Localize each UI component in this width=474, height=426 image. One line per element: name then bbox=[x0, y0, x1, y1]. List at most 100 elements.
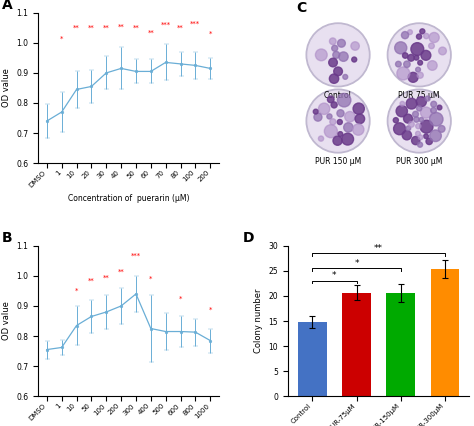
Circle shape bbox=[331, 102, 337, 108]
Circle shape bbox=[330, 119, 336, 125]
Circle shape bbox=[411, 43, 424, 55]
Circle shape bbox=[343, 75, 348, 79]
Circle shape bbox=[408, 72, 418, 82]
Text: *: * bbox=[149, 276, 153, 282]
Circle shape bbox=[333, 52, 340, 58]
Text: *: * bbox=[332, 271, 337, 280]
Circle shape bbox=[393, 123, 406, 135]
Circle shape bbox=[424, 33, 429, 39]
Bar bbox=[342, 293, 371, 396]
Text: A: A bbox=[2, 0, 12, 12]
Circle shape bbox=[404, 61, 410, 67]
Circle shape bbox=[437, 105, 442, 110]
Circle shape bbox=[419, 118, 424, 122]
Circle shape bbox=[338, 132, 343, 136]
Circle shape bbox=[334, 67, 342, 76]
Circle shape bbox=[308, 91, 368, 151]
Circle shape bbox=[429, 32, 439, 43]
Circle shape bbox=[355, 114, 365, 124]
Circle shape bbox=[337, 110, 344, 117]
Text: **: ** bbox=[177, 25, 184, 31]
Text: **: ** bbox=[88, 277, 95, 283]
Bar bbox=[430, 269, 459, 396]
Circle shape bbox=[351, 42, 359, 50]
Circle shape bbox=[327, 114, 332, 119]
Text: D: D bbox=[243, 231, 254, 245]
Circle shape bbox=[417, 34, 422, 39]
Circle shape bbox=[429, 112, 443, 126]
Circle shape bbox=[420, 120, 433, 133]
Circle shape bbox=[345, 112, 355, 122]
Circle shape bbox=[387, 23, 451, 87]
Circle shape bbox=[406, 98, 417, 109]
Circle shape bbox=[329, 74, 339, 83]
Circle shape bbox=[306, 23, 370, 87]
Circle shape bbox=[417, 72, 423, 78]
Circle shape bbox=[403, 114, 412, 123]
Text: *: * bbox=[354, 259, 359, 268]
Text: *: * bbox=[209, 307, 212, 313]
Circle shape bbox=[353, 103, 365, 114]
Circle shape bbox=[425, 96, 430, 101]
Circle shape bbox=[420, 29, 425, 34]
Circle shape bbox=[416, 124, 421, 129]
Circle shape bbox=[387, 89, 451, 153]
Text: C: C bbox=[296, 1, 306, 15]
Circle shape bbox=[400, 101, 405, 106]
Circle shape bbox=[418, 142, 423, 147]
Circle shape bbox=[408, 55, 414, 61]
Text: **: ** bbox=[73, 25, 80, 31]
Circle shape bbox=[421, 50, 431, 60]
Circle shape bbox=[412, 111, 419, 117]
Circle shape bbox=[308, 25, 368, 85]
Circle shape bbox=[416, 67, 420, 72]
Circle shape bbox=[417, 106, 422, 111]
Circle shape bbox=[414, 55, 419, 60]
Circle shape bbox=[389, 91, 449, 151]
Circle shape bbox=[337, 119, 342, 124]
Circle shape bbox=[402, 130, 411, 140]
Text: **: ** bbox=[374, 244, 383, 253]
Circle shape bbox=[408, 30, 412, 35]
Circle shape bbox=[426, 138, 432, 144]
Text: **: ** bbox=[103, 25, 109, 31]
Circle shape bbox=[396, 106, 408, 117]
Circle shape bbox=[395, 61, 401, 67]
Circle shape bbox=[328, 58, 337, 67]
Text: **: ** bbox=[118, 23, 125, 29]
Y-axis label: Colony number: Colony number bbox=[254, 289, 263, 353]
Circle shape bbox=[328, 96, 334, 103]
Circle shape bbox=[315, 49, 327, 61]
Circle shape bbox=[418, 135, 423, 140]
Circle shape bbox=[395, 42, 407, 54]
Text: *: * bbox=[75, 288, 78, 294]
Text: PUR 300 μM: PUR 300 μM bbox=[396, 157, 442, 166]
Text: PUR 150 μM: PUR 150 μM bbox=[315, 157, 361, 166]
Circle shape bbox=[314, 113, 322, 121]
Circle shape bbox=[313, 109, 318, 114]
Bar bbox=[298, 322, 327, 396]
Circle shape bbox=[402, 53, 408, 58]
Text: ***: *** bbox=[131, 253, 141, 259]
Circle shape bbox=[337, 93, 351, 107]
Circle shape bbox=[429, 130, 441, 141]
Circle shape bbox=[428, 60, 437, 70]
Y-axis label: OD value: OD value bbox=[1, 302, 10, 340]
Circle shape bbox=[353, 124, 364, 135]
Text: PUR 75 μM: PUR 75 μM bbox=[399, 91, 440, 100]
Circle shape bbox=[418, 60, 422, 65]
Circle shape bbox=[352, 57, 357, 62]
Circle shape bbox=[411, 136, 420, 145]
Circle shape bbox=[344, 123, 353, 132]
Text: *: * bbox=[60, 35, 64, 41]
Circle shape bbox=[438, 126, 445, 132]
Text: *: * bbox=[209, 31, 212, 37]
Circle shape bbox=[416, 131, 420, 136]
Circle shape bbox=[333, 136, 342, 145]
Circle shape bbox=[332, 45, 337, 51]
Text: ***: *** bbox=[191, 20, 201, 26]
Circle shape bbox=[431, 107, 437, 113]
Text: *: * bbox=[179, 296, 182, 302]
Bar bbox=[386, 293, 415, 396]
Circle shape bbox=[401, 32, 409, 39]
